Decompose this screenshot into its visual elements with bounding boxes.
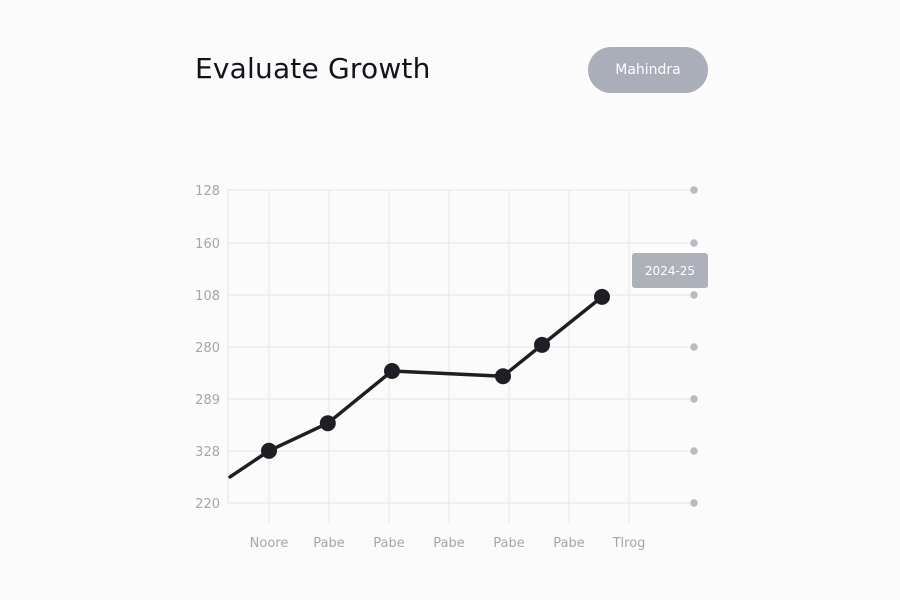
right-edge-dot [690, 291, 698, 299]
y-tick-label: 220 [195, 497, 220, 512]
x-tick-label: Noore [250, 536, 289, 551]
x-tick-label: Pabe [373, 536, 404, 551]
series-line [228, 295, 604, 479]
data-point [261, 442, 277, 459]
x-tick-label: Pabe [313, 536, 344, 551]
right-edge-dot [690, 499, 698, 507]
series-points [261, 288, 610, 459]
right-edge-dot [690, 395, 698, 403]
data-point [384, 363, 400, 379]
y-tick-label: 160 [195, 237, 220, 252]
hover-tooltip: 2024-25 [632, 253, 708, 288]
x-tick-label: Pabe [493, 536, 524, 551]
right-edge-dot [690, 343, 698, 351]
page-title: Evaluate Growth [195, 52, 431, 85]
company-selector-button[interactable]: Mahindra [588, 47, 708, 93]
x-tick-label: Pabe [553, 536, 584, 551]
x-tick-label: Tlrog [612, 536, 646, 551]
x-axis-ticks: Noore Pabe Pabe Pabe Pabe Pabe Tlrog [250, 536, 646, 551]
right-edge-markers [690, 186, 698, 507]
y-tick-label: 328 [195, 445, 220, 460]
data-point [495, 368, 511, 385]
data-point [534, 336, 550, 353]
series-line-group [228, 295, 604, 479]
y-tick-label: 289 [195, 393, 220, 408]
chart-grid [227, 189, 690, 523]
y-tick-label: 280 [195, 341, 220, 356]
right-edge-dot [690, 447, 698, 455]
y-tick-label: 128 [195, 184, 220, 199]
x-tick-label: Pabe [433, 536, 464, 551]
right-edge-dot [690, 239, 698, 247]
right-edge-dot [690, 186, 698, 194]
y-axis-ticks: 128 160 108 280 289 328 220 [195, 184, 220, 512]
data-point [319, 415, 336, 432]
y-tick-label: 108 [195, 289, 220, 304]
data-point [594, 288, 610, 305]
